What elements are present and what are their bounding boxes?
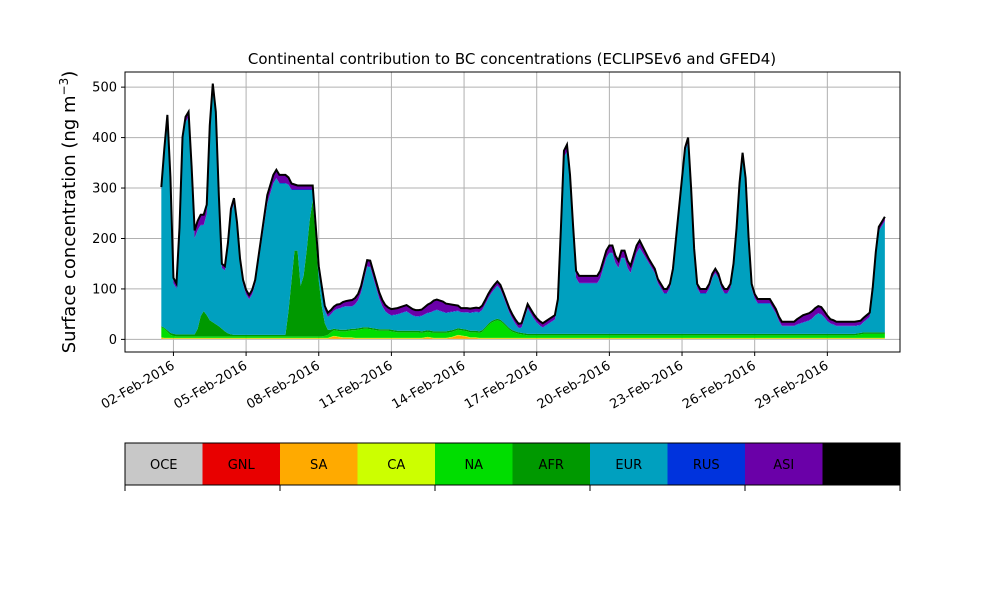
x-tick-label: 02-Feb-2016 [99, 358, 178, 412]
total-line [160, 83, 886, 325]
x-tick-label: 14-Feb-2016 [390, 358, 469, 412]
x-tick-label: 17-Feb-2016 [462, 358, 541, 412]
legend-swatch-asi [745, 443, 823, 485]
y-tick-label: 0 [109, 333, 117, 348]
y-axis-label: Surface concentration (ng m−3) [57, 71, 80, 354]
stacked-areas [161, 83, 885, 340]
total-concentration-line [160, 83, 886, 325]
legend-swatch-ca [357, 443, 435, 485]
y-axis-label-main: Surface concentration (ng m [59, 95, 80, 353]
area-eur [161, 90, 885, 335]
legend-label-asi: ASI [773, 458, 794, 473]
y-tick-label: 300 [92, 182, 117, 197]
area-oce [161, 338, 885, 340]
legend-swatch-aus [822, 443, 900, 485]
chart-title: Continental contribution to BC concentra… [248, 50, 776, 68]
legend-frame [124, 442, 901, 486]
x-tick-label: 26-Feb-2016 [680, 358, 759, 412]
legend-label-sa: SA [310, 458, 327, 473]
legend-swatch-sa [280, 443, 358, 485]
plot-frame [124, 71, 901, 353]
x-tick-label: 20-Feb-2016 [535, 358, 614, 412]
x-axis-ticks: 02-Feb-201605-Feb-201608-Feb-201611-Feb-… [99, 352, 831, 412]
y-axis-ticks: 0 100 200 300 400 500 [92, 81, 125, 348]
y-tick-label: 200 [92, 232, 117, 247]
x-tick-label: 29-Feb-2016 [753, 358, 832, 412]
y-tick-label: 400 [92, 131, 117, 146]
legend-label-eur: EUR [615, 458, 642, 473]
x-tick-label: 05-Feb-2016 [172, 358, 251, 412]
legend-label-oce: OCE [150, 458, 178, 473]
y-axis-label-superscript: −3 [57, 78, 71, 96]
y-tick-label: 500 [92, 81, 117, 96]
area-ca [161, 334, 885, 339]
legend-label-rus: RUS [693, 458, 720, 473]
x-tick-label: 08-Feb-2016 [244, 358, 323, 412]
area-na [161, 320, 885, 338]
x-tick-label: 11-Feb-2016 [317, 358, 396, 412]
legend-swatch-oce [125, 443, 203, 485]
legend-label-aus: AUS [848, 458, 875, 473]
legend-swatch-afr [512, 443, 590, 485]
area-afr [161, 200, 885, 337]
legend-label-gnl: GNL [228, 458, 256, 473]
area-sa [161, 335, 885, 339]
legend-label-na: NA [464, 458, 483, 473]
y-tick-label: 100 [92, 282, 117, 297]
legend-label-ca: CA [387, 458, 405, 473]
legend-swatch-rus [667, 443, 745, 485]
legend-colorbar: OCE GNL SA CA NA AFR EUR RUS ASI AUS [124, 442, 901, 491]
legend-swatch-eur [590, 443, 668, 485]
legend-label-afr: AFR [539, 458, 564, 473]
legend-swatch-gnl [202, 443, 280, 485]
y-axis-label-close: ) [59, 71, 80, 78]
legend-swatch-na [435, 443, 513, 485]
x-tick-label: 23-Feb-2016 [607, 358, 686, 412]
